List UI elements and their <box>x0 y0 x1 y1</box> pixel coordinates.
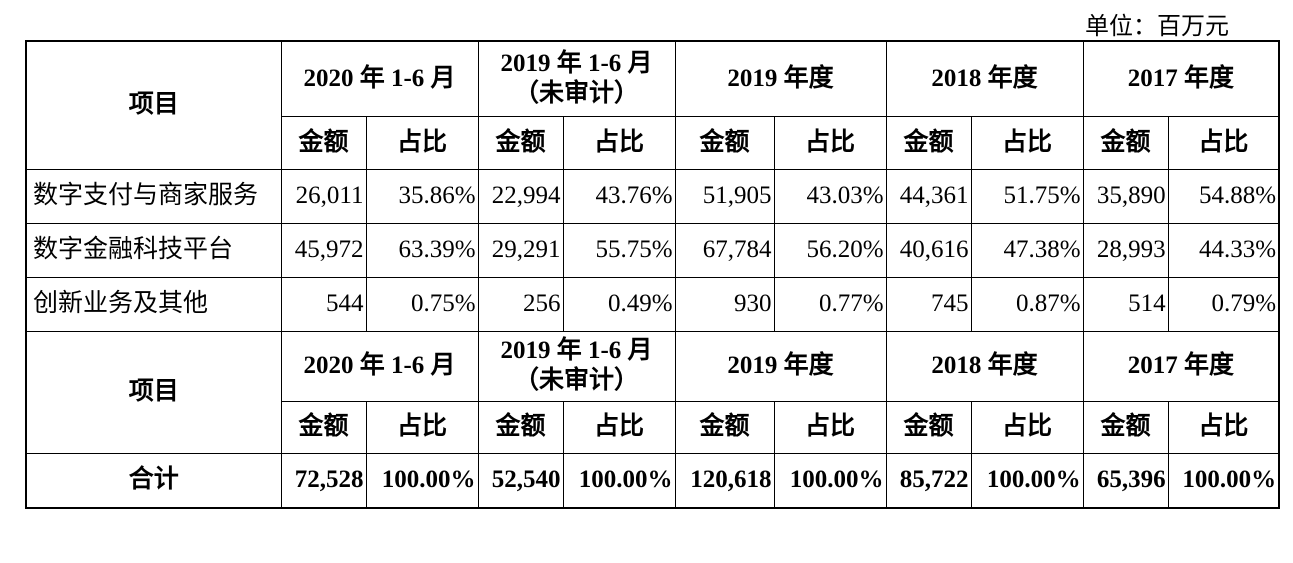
period-line: 2018 年度 <box>931 64 1038 92</box>
table-row: 创新业务及其他 544 0.75% 256 0.49% 930 0.77% 745 0.87% 5… <box>25 276 1280 332</box>
header-sub: 占比 <box>1167 115 1280 170</box>
period-line: 2017 年度 <box>1127 64 1234 92</box>
cell: 55.75% <box>562 222 676 278</box>
header-period: 2019 年 1-6 月（未审计） <box>477 40 676 117</box>
cell: 47.38% <box>970 222 1084 278</box>
header-sub: 金额 <box>674 400 775 454</box>
total-cell: 100.00% <box>1167 452 1280 509</box>
cell: 44,361 <box>885 168 972 224</box>
cell: 35,890 <box>1082 168 1169 224</box>
header-sub: 金额 <box>477 115 564 170</box>
cell: 745 <box>885 276 972 332</box>
cell: 0.79% <box>1167 276 1280 332</box>
cell: 26,011 <box>280 168 367 224</box>
revenue-table: 项目 2020 年 1-6 月 2019 年 1-6 月（未审计） 2019 年度 20… <box>25 40 1281 509</box>
header-period: 2017 年度 <box>1082 40 1280 117</box>
cell: 40,616 <box>885 222 972 278</box>
cell: 0.49% <box>562 276 676 332</box>
header-sub: 占比 <box>773 400 887 454</box>
unit-label: 单位：百万元 <box>1085 14 1229 40</box>
table-row: 项目 2020 年 1-6 月 2019 年 1-6 月 （未审计） 2019 年度 20… <box>25 330 1280 454</box>
header-sub: 占比 <box>365 115 479 170</box>
total-cell: 100.00% <box>365 452 479 509</box>
row-label: 数字金融科技平台 <box>25 222 282 278</box>
cell: 67,784 <box>674 222 775 278</box>
cell: 51.75% <box>970 168 1084 224</box>
period-line: 2018 年度 <box>931 352 1038 379</box>
header-sub: 占比 <box>365 400 479 454</box>
cell: 0.77% <box>773 276 887 332</box>
total-cell: 72,528 <box>280 452 367 509</box>
total-label: 合计 <box>25 452 282 509</box>
total-cell: 100.00% <box>970 452 1084 509</box>
total-cell: 85,722 <box>885 452 972 509</box>
header-sub: 金额 <box>280 400 367 454</box>
period-line: 2019 年 1-6 月 <box>500 49 653 77</box>
cell: 28,993 <box>1082 222 1169 278</box>
total-cell: 52,540 <box>477 452 564 509</box>
header-item: 项目 <box>25 40 282 170</box>
cell: 56.20% <box>773 222 887 278</box>
header-period: 2018 年度 <box>885 330 1084 402</box>
cell: 43.76% <box>562 168 676 224</box>
cell: 43.03% <box>773 168 887 224</box>
header-sub: 金额 <box>885 115 972 170</box>
header-sub: 金额 <box>280 115 367 170</box>
period-line: 2020 年 1-6 月 <box>303 64 456 92</box>
cell: 930 <box>674 276 775 332</box>
row-label: 数字支付与商家服务 <box>25 168 282 224</box>
header-sub: 金额 <box>1082 400 1169 454</box>
header-sub: 金额 <box>885 400 972 454</box>
table-row: 合计 72,528 100.00% 52,540 100.00% 120,618 100.0… <box>25 452 1280 509</box>
table-body: 项目 2020 年 1-6 月 2019 年 1-6 月（未审计） 2019 年度 20… <box>25 40 1280 509</box>
header-sub: 占比 <box>1167 400 1280 454</box>
header-sub: 金额 <box>477 400 564 454</box>
cell: 29,291 <box>477 222 564 278</box>
cell: 0.75% <box>365 276 479 332</box>
period-line: （未审计） <box>514 367 640 394</box>
header-sub: 金额 <box>1082 115 1169 170</box>
cell: 22,994 <box>477 168 564 224</box>
header-sub: 占比 <box>773 115 887 170</box>
cell: 0.87% <box>970 276 1084 332</box>
header-period: 2019 年 1-6 月 （未审计） <box>477 330 676 402</box>
cell: 35.86% <box>365 168 479 224</box>
table-row: 金额 占比 金额 占比 金额 占比 金额 占比 金额 占比 <box>26 400 1280 454</box>
period-line: 2019 年度 <box>727 64 834 92</box>
cell: 44.33% <box>1167 222 1280 278</box>
total-cell: 100.00% <box>562 452 676 509</box>
header-period: 2018 年度 <box>885 40 1084 117</box>
header-sub: 占比 <box>970 400 1084 454</box>
header-sub: 占比 <box>970 115 1084 170</box>
cell: 45,972 <box>280 222 367 278</box>
period-line: 2017 年度 <box>1127 352 1234 379</box>
row-label: 创新业务及其他 <box>25 276 282 332</box>
header-period: 2020 年 1-6 月 <box>280 40 479 117</box>
table-row: 数字支付与商家服务 26,011 35.86% 22,994 43.76% 51,905 4… <box>25 168 1280 224</box>
total-cell: 120,618 <box>674 452 775 509</box>
cell: 63.39% <box>365 222 479 278</box>
period-line: （未审计） <box>514 79 640 107</box>
period-line: 2020 年 1-6 月 <box>303 352 456 379</box>
header-period: 2017 年度 <box>1082 330 1280 402</box>
header-period: 2019 年度 <box>674 40 887 117</box>
header-sub: 占比 <box>562 115 676 170</box>
total-cell: 100.00% <box>773 452 887 509</box>
total-cell: 65,396 <box>1082 452 1169 509</box>
cell: 54.88% <box>1167 168 1280 224</box>
header-item: 项目 <box>25 330 282 454</box>
cell: 514 <box>1082 276 1169 332</box>
period-line: 2019 年 1-6 月 <box>500 337 653 364</box>
header-sub: 金额 <box>674 115 775 170</box>
header-sub: 占比 <box>562 400 676 454</box>
cell: 544 <box>280 276 367 332</box>
cell: 256 <box>477 276 564 332</box>
table-row: 数字金融科技平台 45,972 63.39% 29,291 55.75% 67,784 56… <box>25 222 1280 278</box>
period-line: 2019 年度 <box>727 352 834 379</box>
table-row: 项目 2020 年 1-6 月 2019 年 1-6 月（未审计） 2019 年度 20… <box>25 40 1280 170</box>
cell: 51,905 <box>674 168 775 224</box>
header-period: 2020 年 1-6 月 <box>280 330 479 402</box>
header-period: 2019 年度 <box>674 330 887 402</box>
